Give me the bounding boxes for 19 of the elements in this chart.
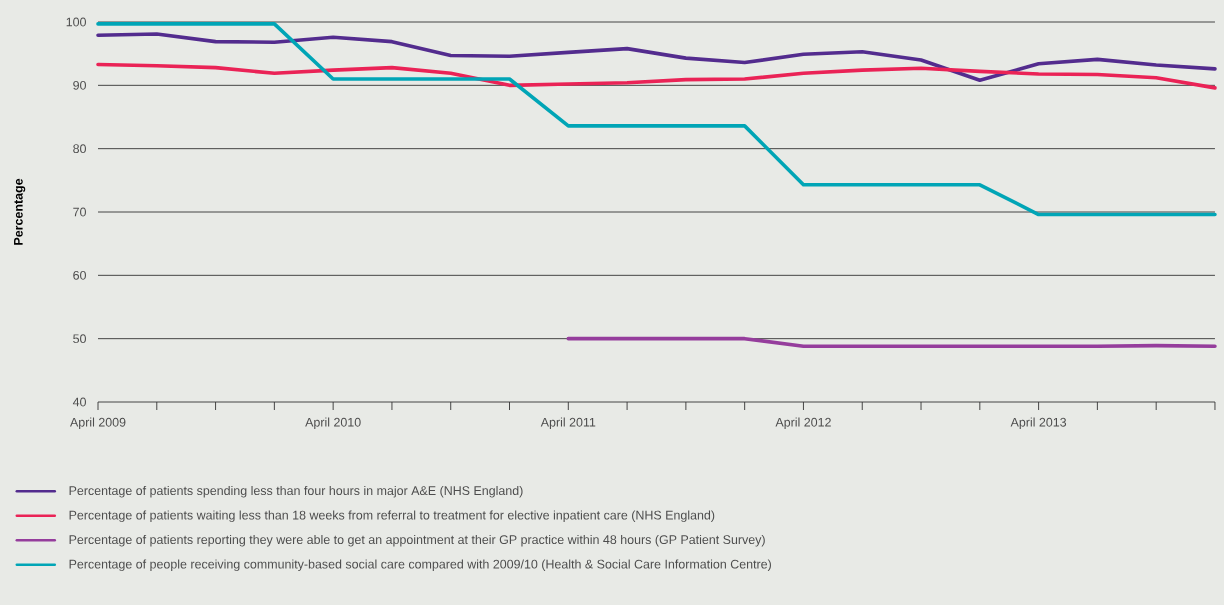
legend-label: Percentage of people receiving community-based social care compared with 2009/10 (Health & Social Care Information Centre): [69, 559, 771, 571]
line-series: [96, 62, 1217, 90]
x-tick-label: April 2012: [775, 417, 831, 430]
x-tick-label: April 2013: [1010, 417, 1067, 430]
y-axis-title: Percentage: [14, 178, 26, 245]
line-series: [96, 32, 1217, 83]
legend-label: Percentage of patients reporting they were able to get an appointment at their GP practice within 48 hours (GP Patient Survey): [69, 534, 765, 547]
y-tick-label: 40: [72, 397, 86, 407]
x-tick-label: April 2009: [69, 417, 126, 430]
x-tick-label: April 2011: [540, 417, 596, 430]
y-tick-label: 100: [66, 17, 86, 27]
y-tick-label: 90: [73, 80, 86, 90]
y-tick-label: 50: [73, 334, 86, 344]
legend-label: Percentage of patients spending less than four hours in major A&E (NHS England): [69, 485, 523, 498]
x-tick-label: April 2010: [305, 417, 361, 430]
legend-label: Percentage of patients waiting less than 18 weeks from referral to treatment for elective inpatient care (NHS England): [69, 510, 715, 522]
y-tick-label: 70: [73, 207, 86, 217]
y-tick-label: 60: [73, 270, 86, 280]
y-tick-label: 80: [73, 144, 86, 154]
